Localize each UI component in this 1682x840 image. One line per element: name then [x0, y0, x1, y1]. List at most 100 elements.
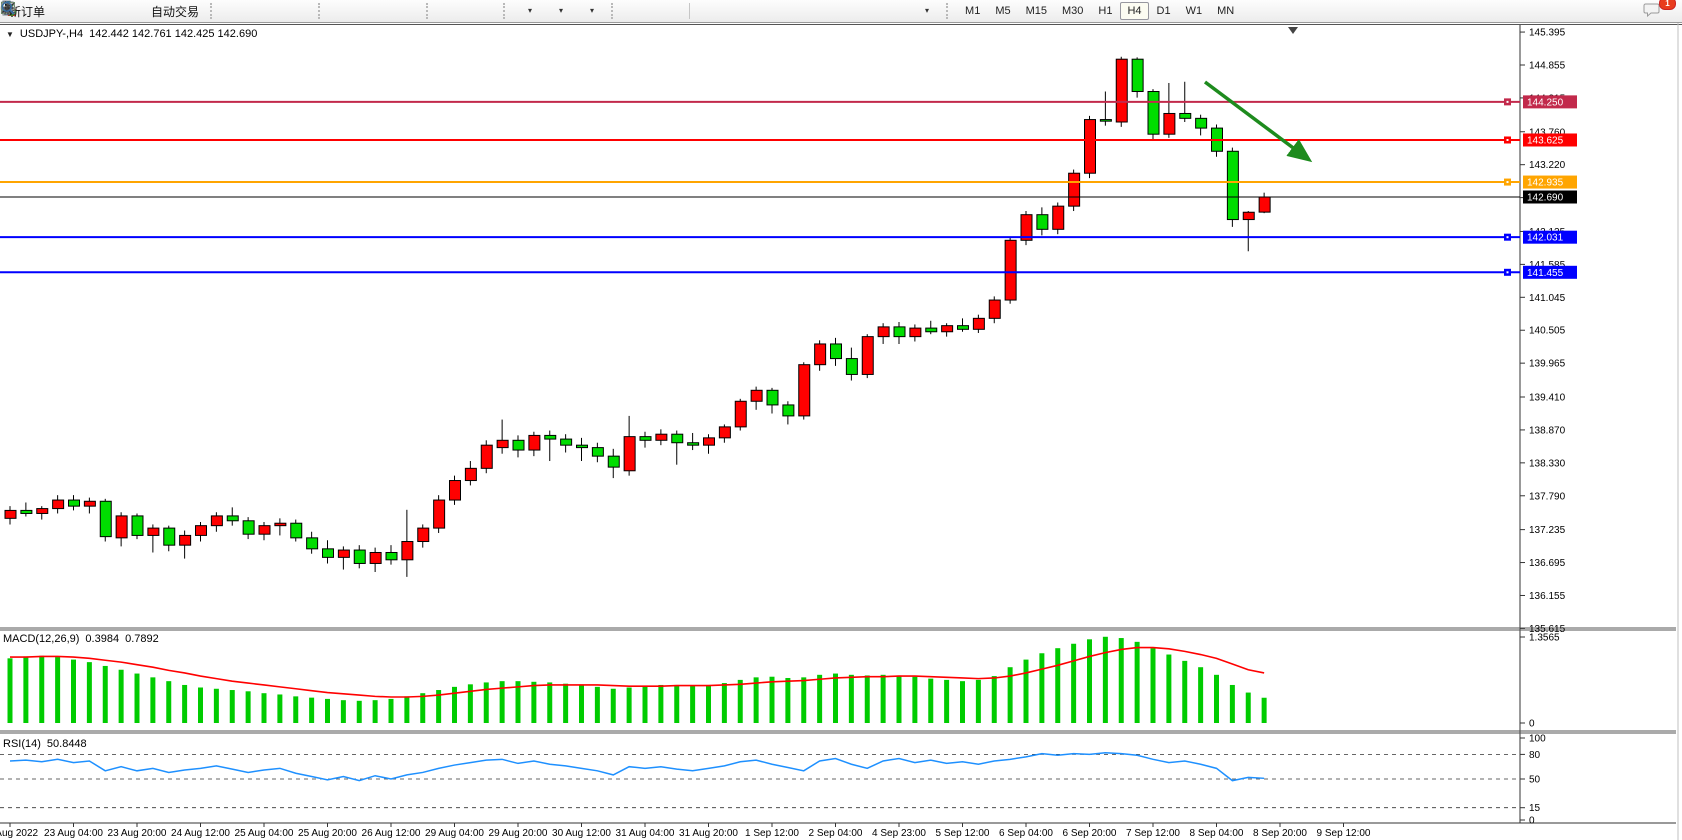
candle	[639, 431, 652, 448]
search-button[interactable]	[1, 0, 1636, 22]
svg-text:1 Sep 12:00: 1 Sep 12:00	[745, 828, 799, 839]
candlestick-chart-button[interactable]	[2, 0, 283, 22]
indicators-button[interactable]: ▾	[1, 0, 545, 22]
svg-text:8 Sep 04:00: 8 Sep 04:00	[1190, 828, 1244, 839]
candle	[83, 497, 96, 514]
candle	[957, 318, 969, 332]
chart-profile-button[interactable]	[1, 0, 114, 22]
crosshair-button[interactable]	[2, 0, 684, 22]
candle	[4, 506, 17, 525]
svg-text:6 Sep 04:00: 6 Sep 04:00	[999, 828, 1053, 839]
indicators-caret-icon[interactable]: ▾	[528, 6, 533, 15]
toolbar-grip[interactable]	[611, 3, 618, 19]
chart-area[interactable]: ▼ USDJPY-,H4 142.442 142.761 142.425 142…	[0, 23, 1682, 840]
notification-badge[interactable]: 1	[1659, 0, 1676, 10]
timeframe-button-h1[interactable]: H1	[1098, 5, 1113, 17]
candle	[195, 522, 207, 542]
svg-text:136.155: 136.155	[1529, 591, 1566, 602]
autotrading-button[interactable]: 自动交易	[2, 0, 206, 22]
timeframe-button-mn[interactable]: MN	[1217, 5, 1235, 17]
arrows-caret-icon[interactable]: ▾	[925, 6, 930, 15]
svg-text:4 Sep 23:00: 4 Sep 23:00	[872, 828, 926, 839]
timeframe-button-m15[interactable]: M15	[1025, 5, 1047, 17]
candle	[322, 540, 334, 564]
zoom-out-button[interactable]	[1, 0, 391, 22]
svg-text:80: 80	[1529, 750, 1541, 761]
candle	[718, 424, 731, 443]
toolbar-grip[interactable]	[946, 3, 953, 19]
timeframe-button-h4[interactable]: H4	[1120, 2, 1149, 20]
svg-text:2 Sep 04:00: 2 Sep 04:00	[809, 828, 863, 839]
candle	[115, 512, 128, 547]
signals-button[interactable]	[0, 0, 145, 22]
candle	[576, 437, 588, 462]
zoom-in-button[interactable]	[1, 0, 360, 22]
chart-shift-marker-icon[interactable]	[1288, 27, 1298, 34]
bar-chart-button[interactable]	[3, 0, 252, 22]
trend-arrow-annotation[interactable]	[1203, 80, 1313, 163]
svg-text:135.615: 135.615	[1529, 624, 1566, 635]
trendline-button[interactable]	[2, 0, 787, 22]
templates-button[interactable]: ▾	[1, 0, 607, 22]
svg-text:25 Aug 20:00: 25 Aug 20:00	[298, 828, 357, 839]
candle	[1242, 211, 1255, 252]
text-label-button[interactable]: T	[1, 0, 911, 22]
chart-shift-button[interactable]	[1, 0, 499, 22]
timeframe-button-m1[interactable]: M1	[965, 5, 981, 17]
horizontal-line-button[interactable]	[2, 0, 756, 22]
toolbar-grip[interactable]	[318, 3, 325, 19]
timeframe-button-d1[interactable]: D1	[1156, 5, 1171, 17]
chat-button[interactable]: 1	[1642, 0, 1676, 22]
timeframe-button-m30[interactable]: M30	[1062, 5, 1084, 17]
rsi-levels	[0, 754, 1520, 809]
line-chart-button[interactable]	[1, 0, 314, 22]
macd-axis: 1.3565 0	[1520, 632, 1560, 730]
candle	[750, 386, 763, 410]
candle	[560, 434, 573, 453]
auto-scroll-button[interactable]	[1, 0, 468, 22]
gold-button[interactable]	[1, 0, 83, 22]
symbol-expander-icon[interactable]: ▼	[6, 29, 14, 39]
periods-button[interactable]: ▾	[1, 0, 576, 22]
candle	[1068, 169, 1081, 212]
tile-windows-button[interactable]	[2, 0, 422, 22]
timeframe-button-w1[interactable]: W1	[1185, 5, 1203, 17]
rsi-axis: 100 80 50 15 0	[1520, 734, 1546, 827]
templates-caret-icon[interactable]: ▾	[590, 6, 595, 15]
equidistant-channel-button[interactable]: E	[1, 0, 818, 22]
timeframe-button-m5[interactable]: M5	[995, 5, 1011, 17]
toolbar-grip[interactable]	[426, 3, 433, 19]
svg-text:143.625: 143.625	[1527, 135, 1564, 146]
price-chart-canvas[interactable]: 145.395144.855144.315143.760143.220142.6…	[0, 23, 1682, 840]
fibonacci-button[interactable]: F	[2, 0, 849, 22]
pane-borders	[0, 23, 1682, 840]
arrows-button[interactable]: ▾	[2, 0, 942, 22]
candle	[242, 517, 255, 540]
candle	[20, 502, 33, 517]
svg-text:1.3565: 1.3565	[1529, 632, 1560, 643]
candle	[179, 530, 192, 559]
vertical-line-button[interactable]	[7, 0, 725, 22]
svg-text:137.235: 137.235	[1529, 525, 1566, 536]
svg-text:29 Aug 20:00: 29 Aug 20:00	[489, 828, 548, 839]
toolbar-grip[interactable]	[210, 3, 217, 19]
svg-text:142.031: 142.031	[1527, 233, 1564, 244]
cursor-button[interactable]	[5, 0, 653, 22]
svg-text:A: A	[4, 2, 12, 16]
toolbar-grip[interactable]	[503, 3, 510, 19]
time-axis: 22 Aug 2022 23 Aug 04:00 23 Aug 20:00 24 Au…	[0, 823, 1371, 839]
text-button[interactable]: A	[4, 0, 880, 22]
candle	[814, 340, 827, 371]
periods-caret-icon[interactable]: ▾	[559, 6, 564, 15]
horizontal-level-lines[interactable]: 144.250 143.625 142.935 142.690 142.031 141.4…	[0, 95, 1577, 279]
chart-ohlc-readout: 142.442 142.761 142.425 142.690	[89, 28, 258, 40]
candle	[607, 448, 620, 479]
svg-text:23 Aug 04:00: 23 Aug 04:00	[44, 828, 103, 839]
candle	[99, 498, 112, 542]
svg-text:138.870: 138.870	[1529, 425, 1566, 436]
svg-text:142.690: 142.690	[1527, 193, 1564, 204]
candle	[782, 401, 795, 425]
macd-signal-value: 0.7892	[125, 633, 159, 645]
svg-text:136.695: 136.695	[1529, 558, 1566, 569]
